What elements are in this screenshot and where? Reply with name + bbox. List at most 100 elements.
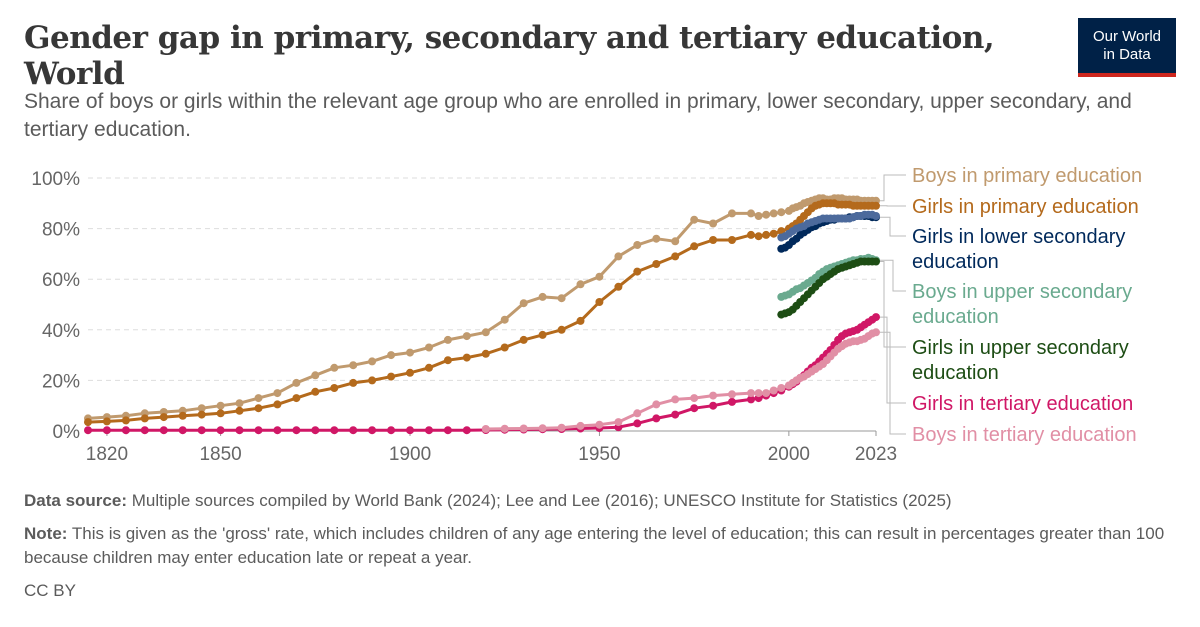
note-line: Note: This is given as the 'gross' rate,… [24,522,1174,570]
legend-label-line2: education [912,306,999,328]
data-point [576,316,585,325]
data-point [311,426,320,435]
data-point [747,230,755,239]
data-point [481,425,490,433]
legend-connector [880,316,906,404]
legend-label-line2: education [912,251,999,273]
data-point [330,426,339,435]
legend-label-line2: education [912,362,999,384]
data-point [368,357,377,366]
data-point [216,409,225,418]
legend-label: Girls in primary education [912,196,1139,218]
data-point [728,390,736,399]
data-point [576,280,585,289]
data-point [777,384,786,392]
data-point [709,219,718,228]
data-point [690,394,699,403]
data-point [481,328,490,337]
data-point [292,378,301,387]
x-tick-label: 1900 [389,444,431,465]
data-point [872,328,880,337]
data-point [273,426,282,435]
data-point [387,372,396,381]
x-tick-label: 1950 [578,444,620,465]
legend-label: Girls in lower secondary [912,226,1125,248]
data-source-text: Multiple sources compiled by World Bank … [131,491,952,510]
data-point [197,410,206,419]
data-point [311,371,320,380]
data-point [762,389,771,398]
data-point [140,426,149,435]
logo-line-2: in Data [1103,45,1151,63]
data-point [754,389,763,398]
data-point [747,395,755,404]
data-point [500,315,509,324]
data-point [538,330,547,339]
data-point [443,335,452,344]
legend-connector [880,259,906,292]
data-point [425,343,433,352]
note-text: This is given as the 'gross' rate, which… [24,524,1165,567]
data-point [273,389,282,398]
data-point [754,212,763,220]
data-point [292,394,301,403]
legend-label: Boys in tertiary education [912,424,1137,446]
data-point [349,361,358,370]
data-point [462,332,471,341]
license-text[interactable]: CC BY [24,581,76,600]
data-point [614,282,623,291]
data-point [387,351,396,360]
data-point [671,395,680,404]
data-point [500,343,509,352]
data-point [690,404,699,413]
data-point [254,426,263,435]
y-tick-label: 40% [42,321,80,342]
y-tick-label: 100% [31,169,80,190]
data-point [709,401,718,410]
note-label: Note: [24,524,68,543]
data-point [216,426,225,435]
data-point [633,241,642,249]
y-tick-label: 60% [42,270,80,291]
data-point [330,363,339,372]
owid-logo[interactable]: Our World in Data [1078,18,1176,77]
data-point [84,426,92,435]
data-point [140,414,149,423]
data-point [406,368,414,377]
data-point [614,252,623,261]
data-point [178,426,187,435]
data-point [538,292,547,301]
data-point [690,215,699,224]
data-point [671,237,680,246]
data-point [159,413,168,422]
data-point [633,267,642,276]
data-point [709,391,718,400]
data-point [762,230,771,239]
data-point [872,201,880,210]
data-point [330,384,339,392]
data-source-line: Data source: Multiple sources compiled b… [24,489,1174,513]
data-point [462,426,471,435]
data-point [273,400,282,409]
data-point [349,426,358,435]
data-point [292,426,301,435]
data-point [387,426,396,435]
data-point [633,409,642,418]
data-point [254,404,263,413]
data-point [652,414,661,423]
logo-line-1: Our World [1092,27,1162,45]
data-point [102,417,111,426]
data-point [652,260,661,268]
data-point [614,418,623,427]
legend-label: Boys in primary education [912,165,1142,187]
data-point [425,426,433,435]
data-point [595,272,604,281]
legend-label: Boys in upper secondary [912,281,1132,303]
data-point [519,299,528,308]
data-point [235,406,244,415]
data-point [481,349,490,358]
data-point [235,426,244,435]
legend-label: Girls in upper secondary [912,337,1129,359]
data-point [690,242,699,251]
data-point [872,313,880,322]
